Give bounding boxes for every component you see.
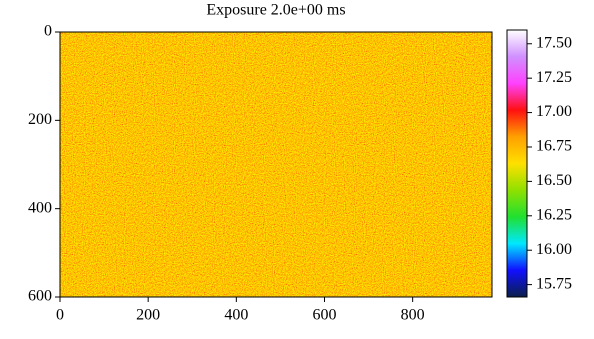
colorbar-tick-label: 16.50 bbox=[536, 172, 572, 189]
x-tick-label: 800 bbox=[401, 307, 425, 324]
x-tick-label: 0 bbox=[56, 307, 64, 324]
colorbar-tick-label: 15.75 bbox=[536, 275, 572, 292]
colorbar-tick-label: 17.00 bbox=[536, 103, 572, 120]
x-tick-label: 200 bbox=[136, 307, 160, 324]
colorbar-tick-label: 17.50 bbox=[536, 34, 572, 51]
colorbar-tick-label: 16.75 bbox=[536, 138, 572, 155]
x-tick-label: 400 bbox=[224, 307, 248, 324]
y-tick-label: 600 bbox=[28, 288, 52, 305]
colorbar-tick-label: 17.25 bbox=[536, 69, 572, 86]
y-tick-label: 200 bbox=[28, 111, 52, 128]
image-noise bbox=[60, 32, 492, 297]
chart-title: Exposure 2.0e+00 ms bbox=[206, 2, 345, 19]
colorbar bbox=[506, 29, 528, 298]
y-tick-label: 400 bbox=[28, 199, 52, 216]
x-tick-label: 600 bbox=[312, 307, 336, 324]
y-tick-label: 0 bbox=[44, 23, 52, 40]
colorbar-tick-label: 16.25 bbox=[536, 206, 572, 223]
colorbar-tick-label: 16.00 bbox=[536, 241, 572, 258]
plot-frame bbox=[59, 31, 493, 298]
